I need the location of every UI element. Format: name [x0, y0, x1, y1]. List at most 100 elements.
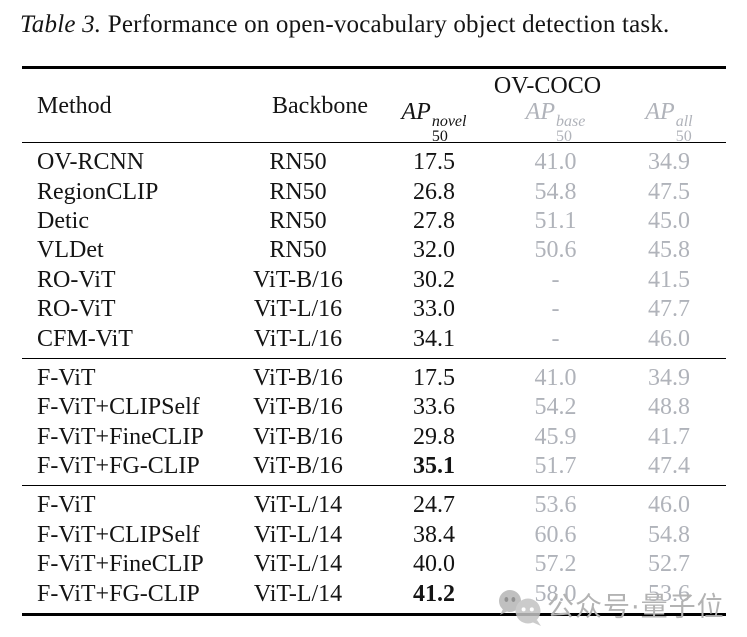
results-table: Method Backbone OV-COCO AP novel 50 AP base…: [22, 66, 726, 616]
ap-all-cell: 45.8: [648, 237, 690, 264]
method-cell: RegionCLIP: [37, 178, 159, 205]
ap-base-cell: 54.8: [534, 178, 577, 205]
ap-all-cell: 54.8: [648, 521, 690, 548]
table-row: F-ViT+FG-CLIP ViT-B/16 35.1 51.7 47.4: [22, 451, 726, 480]
table-caption-label: Table 3.: [20, 11, 102, 38]
backbone-cell: ViT-B/16: [253, 453, 343, 480]
method-cell: VLDet: [37, 237, 104, 264]
backbone-cell: ViT-B/16: [253, 266, 343, 293]
ap-base-cell: 58.0: [534, 580, 577, 607]
ap-novel-cell: 30.2: [413, 266, 455, 293]
table-row: F-ViT ViT-B/16 17.5 41.0 34.9: [22, 363, 726, 392]
backbone-cell: ViT-L/14: [253, 521, 343, 548]
method-cell: F-ViT: [37, 364, 96, 391]
method-cell: RO-ViT: [37, 266, 116, 293]
ap-all-cell: 34.9: [648, 149, 690, 176]
ap-all-cell: 52.7: [648, 551, 690, 578]
backbone-cell: RN50: [269, 207, 327, 234]
ap-all-cell: 45.0: [648, 207, 690, 234]
table-section: F-ViT ViT-B/16 17.5 41.0 34.9 F-ViT+CLIPSelf V…: [22, 357, 726, 486]
ap-novel-cell: 27.8: [413, 207, 455, 234]
backbone-cell: ViT-B/16: [253, 364, 343, 391]
ap-all-cell: 34.9: [648, 364, 690, 391]
ap-all-cell: 53.6: [648, 580, 690, 607]
table-caption: Table 3. Performance on open-vocabulary …: [20, 9, 736, 40]
table-row: VLDet RN50 32.0 50.6 45.8: [22, 236, 726, 265]
ap-novel-cell: 38.4: [413, 521, 455, 548]
ap-novel-cell: 33.0: [413, 296, 455, 323]
ap-base-cell: 50.6: [534, 237, 577, 264]
ap-base-cell: 53.6: [534, 492, 577, 519]
table-row: Detic RN50 27.8 51.1 45.0: [22, 206, 726, 235]
column-header-backbone: Backbone: [272, 93, 368, 119]
backbone-cell: RN50: [269, 237, 327, 264]
backbone-cell: ViT-L/16: [253, 325, 343, 352]
ap-all-cell: 47.7: [648, 296, 690, 323]
column-header-ap-all: AP all 50: [645, 99, 693, 146]
table-row: F-ViT+CLIPSelf ViT-L/14 38.4 60.6 54.8: [22, 520, 726, 549]
table-row: F-ViT+FineCLIP ViT-L/14 40.0 57.2 52.7: [22, 550, 726, 579]
ap-all-cell: 41.7: [648, 423, 690, 450]
metric-headers: AP novel 50 AP base 50 AP all 50: [369, 99, 726, 146]
ap-all-cell: 46.0: [648, 492, 690, 519]
table-section: OV-RCNN RN50 17.5 41.0 34.9 RegionCLIP RN50 26.…: [22, 143, 726, 358]
table-row: RegionCLIP RN50 26.8 54.8 47.5: [22, 177, 726, 206]
ap-all-cell: 48.8: [648, 394, 690, 421]
ap-all-cell: 47.5: [648, 178, 690, 205]
ap-novel-cell: 17.5: [413, 364, 455, 391]
ap-novel-cell: 41.2: [413, 580, 455, 607]
method-cell: Detic: [37, 207, 89, 234]
table-row: OV-RCNN RN50 17.5 41.0 34.9: [22, 148, 726, 177]
table-row: CFM-ViT ViT-L/16 34.1 - 46.0: [22, 324, 726, 353]
ap-base-cell: 60.6: [534, 521, 577, 548]
table-body: OV-RCNN RN50 17.5 41.0 34.9 RegionCLIP RN50 26.…: [22, 143, 726, 613]
ap-novel-cell: 34.1: [413, 325, 455, 352]
ap-novel-cell: 40.0: [413, 551, 455, 578]
ap-base-cell: 41.0: [534, 149, 577, 176]
backbone-cell: ViT-L/16: [253, 296, 343, 323]
backbone-cell: ViT-L/14: [253, 492, 343, 519]
backbone-cell: ViT-B/16: [253, 394, 343, 421]
method-cell: OV-RCNN: [37, 149, 145, 176]
ap-novel-cell: 33.6: [413, 394, 455, 421]
ap-base-cell: 51.1: [534, 207, 577, 234]
ap-all-cell: 41.5: [648, 266, 690, 293]
table-row: F-ViT+FineCLIP ViT-B/16 29.8 45.9 41.7: [22, 422, 726, 451]
method-cell: RO-ViT: [37, 296, 116, 323]
backbone-cell: ViT-B/16: [253, 423, 343, 450]
ap-base-cell: -: [551, 325, 560, 352]
method-cell: F-ViT+FG-CLIP: [37, 453, 200, 480]
ap-base-cell: 57.2: [534, 551, 577, 578]
backbone-cell: ViT-L/14: [253, 551, 343, 578]
table-row: F-ViT+CLIPSelf ViT-B/16 33.6 54.2 48.8: [22, 393, 726, 422]
column-header-ap-novel: AP novel 50: [401, 99, 467, 146]
method-cell: F-ViT+FineCLIP: [37, 423, 204, 450]
column-header-method: Method: [37, 93, 112, 119]
table-section: F-ViT ViT-L/14 24.7 53.6 46.0 F-ViT+CLIPSelf V…: [22, 485, 726, 613]
backbone-cell: RN50: [269, 149, 327, 176]
ap-base-cell: 41.0: [534, 364, 577, 391]
ap-base-cell: 54.2: [534, 394, 577, 421]
method-cell: F-ViT+FineCLIP: [37, 551, 204, 578]
ap-novel-cell: 26.8: [413, 178, 455, 205]
table-row: F-ViT+FG-CLIP ViT-L/14 41.2 58.0 53.6: [22, 579, 726, 608]
method-cell: CFM-ViT: [37, 325, 133, 352]
ap-novel-cell: 24.7: [413, 492, 455, 519]
ap-base-cell: 45.9: [534, 423, 577, 450]
ap-novel-cell: 17.5: [413, 149, 455, 176]
ap-all-cell: 47.4: [648, 453, 690, 480]
method-cell: F-ViT+CLIPSelf: [37, 394, 200, 421]
ap-all-cell: 46.0: [648, 325, 690, 352]
backbone-cell: RN50: [269, 178, 327, 205]
method-cell: F-ViT: [37, 492, 96, 519]
table-row: RO-ViT ViT-B/16 30.2 - 41.5: [22, 265, 726, 294]
method-cell: F-ViT+FG-CLIP: [37, 580, 200, 607]
ap-novel-cell: 32.0: [413, 237, 455, 264]
ap-novel-cell: 29.8: [413, 423, 455, 450]
ap-base-cell: -: [551, 296, 560, 323]
table-caption-text: Performance on open-vocabulary object de…: [101, 11, 670, 38]
ap-novel-cell: 35.1: [413, 453, 455, 480]
column-header-ap-base: AP base 50: [525, 99, 586, 146]
ap-base-cell: 51.7: [534, 453, 577, 480]
backbone-cell: ViT-L/14: [253, 580, 343, 607]
